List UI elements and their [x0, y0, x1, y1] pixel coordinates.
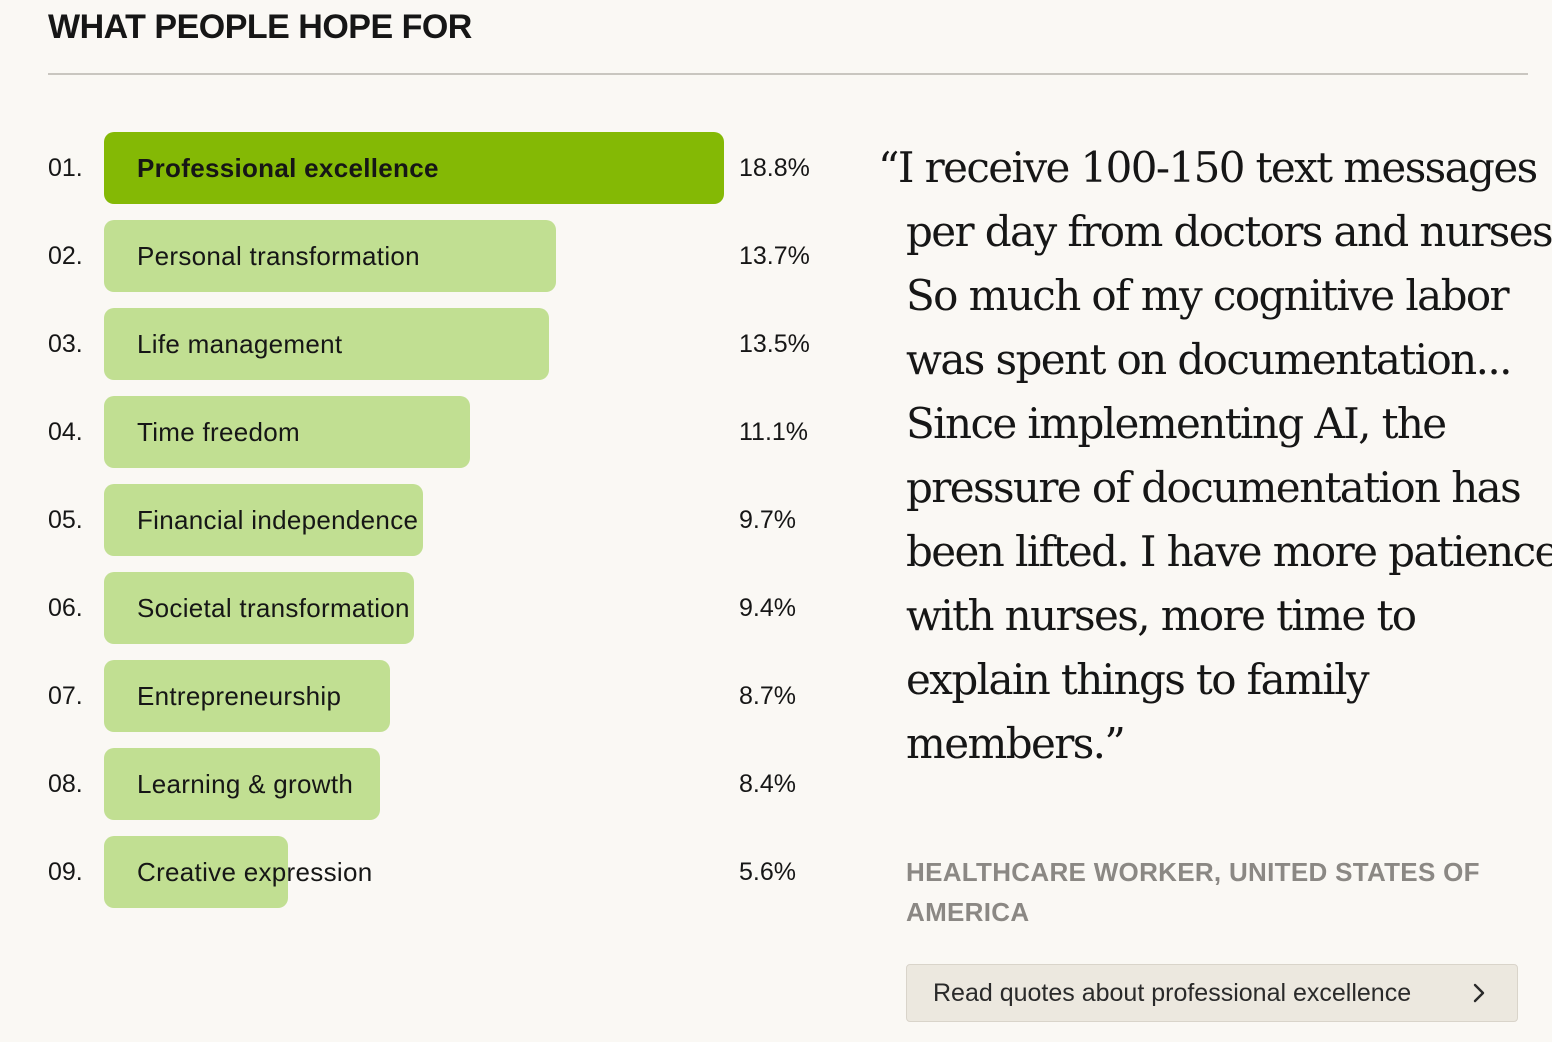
chevron-right-icon: [1473, 983, 1485, 1003]
rank-number: 02.: [48, 242, 83, 270]
rank-row-6[interactable]: 06. Societal transformation 9.4%: [0, 572, 840, 644]
rank-number: 08.: [48, 770, 83, 798]
rank-row-2[interactable]: 02. Personal transformation 13.7%: [0, 220, 840, 292]
rank-number: 07.: [48, 682, 83, 710]
bar[interactable]: [104, 836, 288, 908]
bar[interactable]: [104, 132, 724, 204]
bar-label: Professional excellence: [137, 153, 439, 183]
bar-value-label: 13.7%: [739, 242, 810, 270]
rank-number: 04.: [48, 418, 83, 446]
rank-row-1[interactable]: 01. Professional excellence 18.8%: [0, 132, 840, 204]
rank-row-8[interactable]: 08. Learning & growth 8.4%: [0, 748, 840, 820]
rank-row-4[interactable]: 04. Time freedom 11.1%: [0, 396, 840, 468]
bar-label: Creative expression: [137, 857, 373, 887]
featured-quote: “I receive 100-150 text messages per day…: [878, 143, 1552, 768]
divider: [48, 73, 1528, 75]
rank-number: 03.: [48, 330, 83, 358]
bar-label: Time freedom: [137, 417, 301, 447]
bar[interactable]: [104, 220, 556, 292]
rank-row-3[interactable]: 03. Life management 13.5%: [0, 308, 840, 380]
bar[interactable]: [104, 308, 549, 380]
bar-value-label: 18.8%: [739, 154, 810, 182]
bar-label: Personal transformation: [137, 241, 420, 271]
bar-label: Learning & growth: [137, 769, 354, 799]
bar-label: Entrepreneurship: [137, 681, 342, 711]
rank-number: 06.: [48, 594, 83, 622]
rank-row-9[interactable]: 09. Creative expression 5.6%: [0, 836, 840, 908]
bar[interactable]: [104, 484, 424, 556]
bar-value-label: 8.4%: [739, 770, 796, 798]
bar-value-label: 5.6%: [739, 858, 796, 886]
read-quotes-label: Read quotes about professional excellenc…: [933, 978, 1412, 1007]
bar[interactable]: [104, 748, 381, 820]
rank-row-7[interactable]: 07. Entrepreneurship 8.7%: [0, 660, 840, 732]
bar-value-label: 8.7%: [739, 682, 796, 710]
section-heading: WHAT PEOPLE HOPE FOR: [48, 8, 472, 46]
bar-label: Financial independence: [137, 505, 419, 535]
bar-value-label: 13.5%: [739, 330, 810, 358]
rank-number: 05.: [48, 506, 83, 534]
bar[interactable]: [104, 572, 414, 644]
bar-label: Societal transformation: [137, 593, 410, 623]
bar-value-label: 9.7%: [739, 506, 796, 534]
bar[interactable]: [104, 660, 391, 732]
bar-label: Life management: [137, 329, 343, 359]
bar-value-label: 9.4%: [739, 594, 796, 622]
quote-attribution: HEALTHCARE WORKER, UNITED STATES OF AMER…: [906, 857, 1480, 927]
read-quotes-button[interactable]: Read quotes about professional excellenc…: [906, 964, 1518, 1022]
rank-number: 09.: [48, 858, 83, 886]
rank-number: 01.: [48, 154, 83, 182]
bar-value-label: 11.1%: [739, 418, 809, 446]
rank-row-5[interactable]: 05. Financial independence 9.7%: [0, 484, 840, 556]
bar[interactable]: [104, 396, 470, 468]
